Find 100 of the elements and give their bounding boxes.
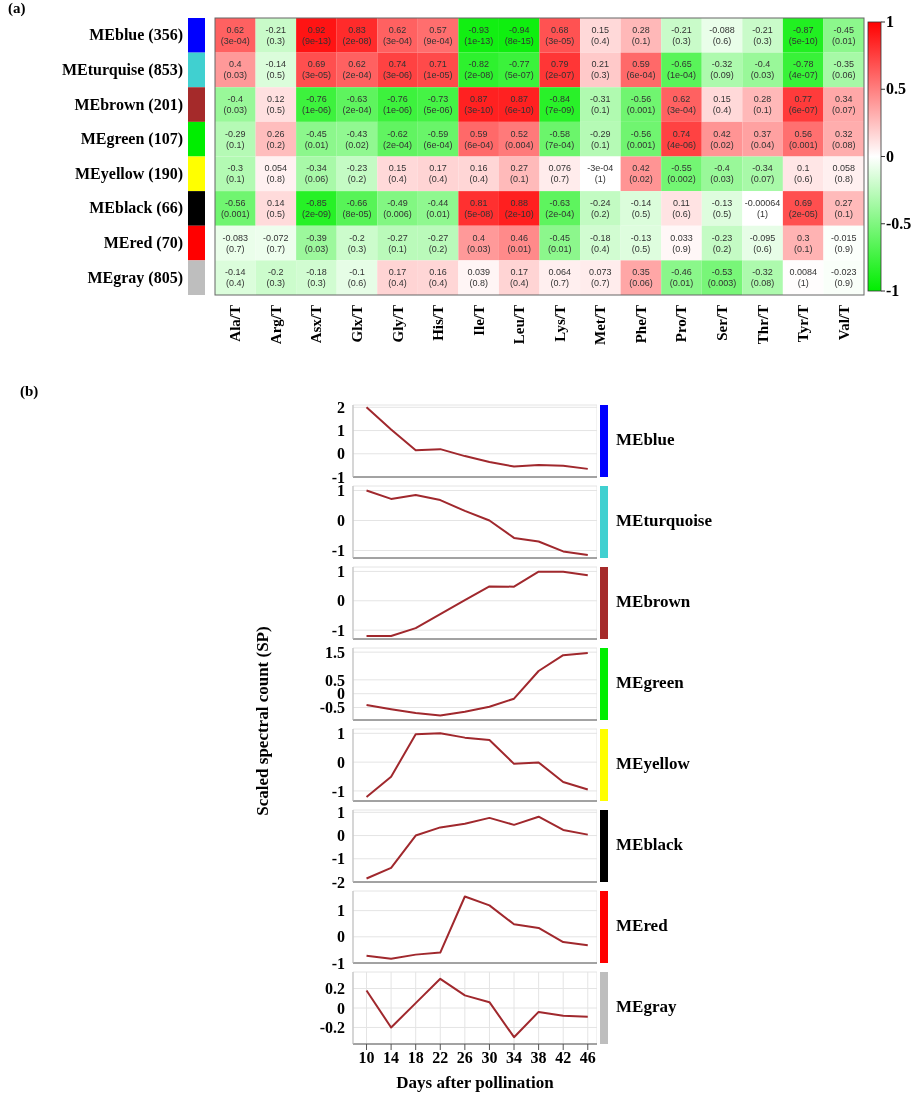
data-label: -0.18 (0.4) (590, 232, 611, 254)
data-label: -0.2 (0.3) (347, 232, 367, 254)
text: (a) (8, 0, 26, 17)
data-label: -0.1 (0.6) (347, 267, 367, 289)
data-label: -0.4 (0.03) (223, 94, 248, 116)
data-label: -0.63 (2e-04) (342, 94, 372, 116)
data-label: -0.32 (0.09) (710, 59, 734, 81)
x-tick-label: Lys/T (551, 305, 568, 342)
data-label: 0.32 (0.08) (831, 128, 856, 150)
color-bar-label: 0 (886, 147, 894, 165)
data-label: -0.14 (0.5) (265, 59, 287, 81)
data-label: -0.29 (0.1) (590, 128, 611, 150)
line-series (365, 815, 589, 880)
data-label: 0.15 (0.4) (591, 24, 610, 46)
data-label: 0.039 (0.8) (467, 267, 490, 289)
data-label: 0.59 (6e-04) (464, 128, 494, 150)
data-label: -0.44 (0.01) (426, 197, 450, 219)
y-tick-label: 0 (337, 827, 345, 845)
data-label: 0.17 (0.4) (509, 267, 529, 289)
data-label: -0.63 (2e-04) (545, 197, 575, 219)
data-label: 0.1 (0.6) (793, 163, 813, 185)
text: (b) (20, 383, 39, 400)
data-label: 0.17 (0.4) (428, 163, 448, 185)
x-tick-label: 30 (481, 1049, 498, 1067)
data-label: -0.62 (2e-04) (383, 128, 413, 150)
y-tick-label: 1 (337, 725, 345, 742)
data-label: 0.79 (2e-07) (545, 59, 575, 81)
series-label: MEred (616, 916, 668, 936)
y-tick-label: 2 (337, 399, 345, 416)
x-tick-label: Ala/T (227, 305, 244, 342)
data-label: 0.3 (0.1) (793, 232, 813, 254)
data-label: -0.85 (2e-09) (301, 197, 331, 219)
data-label: -0.13 (0.5) (711, 197, 733, 219)
data-label: -0.27 (0.2) (427, 232, 449, 254)
x-tick-label: Ser/T (714, 305, 731, 341)
data-label: -0.34 (0.06) (304, 163, 329, 185)
line-series (365, 570, 589, 638)
color-bar-label: 1 (886, 13, 894, 30)
data-label: -0.21 (0.3) (265, 24, 287, 46)
data-label: 0.87 (3e-10) (464, 94, 494, 116)
data-label: -0.56 (0.001) (221, 197, 250, 219)
data-label: -0.083 (0.7) (222, 232, 249, 254)
series-label: MEbrown (616, 592, 691, 612)
data-label: -0.32 (0.08) (750, 267, 775, 289)
x-tick-label: 26 (456, 1049, 473, 1067)
y-tick-label: -1 (331, 621, 345, 639)
data-label: 0.054 (0.8) (264, 163, 288, 185)
data-label: 0.74 (4e-06) (666, 128, 696, 150)
data-label: -0.31 (0.1) (590, 94, 611, 116)
y-tick-label: MEbrown (201) (74, 95, 183, 114)
data-label: -0.4 (0.03) (750, 59, 775, 81)
x-tick-label: 10 (358, 1049, 375, 1067)
x-tick-label: Thr/T (754, 305, 771, 345)
data-label: -0.35 (0.06) (831, 59, 856, 81)
data-label: -0.46 (0.01) (669, 267, 694, 289)
data-label: 0.37 (0.04) (750, 128, 775, 150)
data-label: -0.23 (0.2) (711, 232, 733, 254)
data-label: 0.14 (0.5) (266, 197, 286, 219)
data-label: 0.71 (1e-05) (423, 59, 453, 81)
data-label: 0.12 (0.5) (266, 94, 286, 116)
data-label: -0.3 (0.1) (226, 163, 245, 185)
data-label: 0.88 (2e-10) (504, 197, 534, 219)
y-tick-label: -2 (331, 873, 345, 891)
data-label: 0.62 (3e-04) (383, 24, 413, 46)
y-tick-label: 0.2 (325, 980, 345, 998)
data-label: -0.14 (0.4) (225, 267, 246, 289)
data-label: -0.45 (0.01) (831, 24, 856, 46)
x-tick-label: Met/T (592, 305, 609, 345)
data-label: 0.076 (0.7) (548, 163, 572, 185)
x-tick-label: 46 (579, 1049, 596, 1067)
text: MEblue (616, 430, 675, 450)
data-label: 0.68 (3e-05) (545, 24, 575, 46)
x-tick-label: 18 (407, 1049, 424, 1067)
data-label: -0.59 (6e-04) (423, 128, 453, 150)
line-series (365, 651, 589, 717)
data-label: 0.52 (0.004) (504, 128, 534, 150)
data-label: 0.28 (0.1) (631, 24, 651, 46)
y-tick-label: 0 (337, 592, 345, 610)
y-tick-label: MEgray (805) (87, 268, 183, 287)
data-label: 0.27 (0.1) (834, 197, 853, 219)
data-label: 0.34 (0.07) (831, 94, 856, 116)
y-tick-label: -1 (331, 542, 345, 560)
line-series (365, 406, 589, 470)
data-label: 0.35 (0.06) (629, 267, 653, 289)
x-tick-label: Arg/T (267, 305, 284, 345)
x-tick-label: Gly/T (389, 305, 406, 343)
series-label: MEyellow (616, 754, 690, 774)
y-tick-label: 0 (337, 445, 345, 463)
data-label: 0.4 (0.03) (223, 59, 248, 81)
data-label: 0.28 (0.1) (753, 94, 772, 116)
x-tick-label: His/T (430, 305, 447, 341)
data-label: 0.87 (6e-10) (504, 94, 534, 116)
data-label: -0.76 (1e-06) (301, 94, 331, 116)
series-label: MEgray (616, 997, 677, 1017)
y-tick-label: -1 (331, 954, 345, 972)
color-bar-label: -1 (886, 282, 900, 299)
x-tick-label: 14 (383, 1049, 400, 1067)
x-tick-label: 42 (555, 1049, 572, 1067)
data-label: -0.65 (1e-04) (666, 59, 696, 81)
data-label: -0.24 (0.2) (590, 197, 611, 219)
